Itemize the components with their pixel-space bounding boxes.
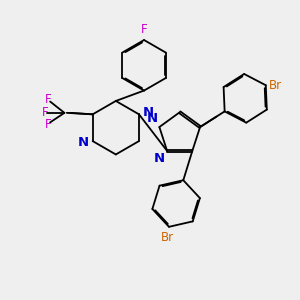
Text: N: N <box>143 106 154 119</box>
Text: F: F <box>45 93 51 106</box>
Text: Br: Br <box>269 79 282 92</box>
Text: F: F <box>45 118 51 131</box>
Text: N: N <box>147 112 158 125</box>
Text: N: N <box>154 152 165 166</box>
Text: N: N <box>78 136 89 149</box>
Text: Br: Br <box>161 231 174 244</box>
Text: F: F <box>141 23 147 37</box>
Text: F: F <box>42 106 48 119</box>
